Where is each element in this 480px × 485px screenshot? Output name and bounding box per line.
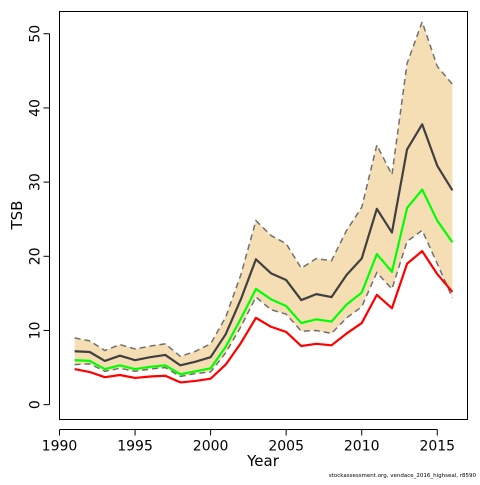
x-tick-label: 1990 [42,439,78,455]
series-line-3 [74,250,454,384]
y-tick-label: 40 [27,99,43,117]
plot-frame [59,11,468,420]
x-tick-label: 1995 [117,439,153,455]
x-tick-label: 2000 [193,439,229,455]
y-tick-label: 0 [27,400,43,409]
confidence-band [74,21,453,377]
footer-note: stockassessment.org, vendace_2016_highse… [329,473,477,479]
series-line-1 [74,123,454,367]
y-tick-label: 50 [27,25,43,43]
y-axis-title: TSB [8,201,26,231]
plot-area [74,19,454,384]
y-tick-label: 30 [27,173,43,191]
y-axis: 0 10 20 30 40 50 [27,25,50,409]
x-axis-title: Year [246,452,280,470]
x-axis: 1990 1995 2000 2005 2010 2015 [42,429,455,455]
band-upper-line [74,19,453,358]
series-line-2 [74,188,454,376]
y-tick-label: 10 [27,322,43,340]
x-tick-label: 2010 [344,439,380,455]
y-tick-label: 20 [27,247,43,265]
x-tick-label: 2015 [419,439,455,455]
band-lower-line [74,229,454,378]
x-tick-label: 2005 [268,439,304,455]
